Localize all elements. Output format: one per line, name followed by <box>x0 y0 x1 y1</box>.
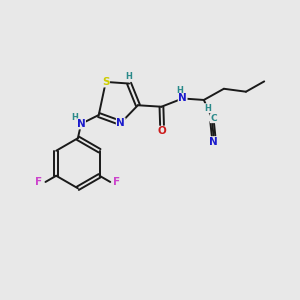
Text: S: S <box>102 77 110 87</box>
Text: N: N <box>116 118 125 128</box>
Text: H: H <box>176 86 183 95</box>
Text: F: F <box>113 177 120 187</box>
Text: H: H <box>126 72 133 81</box>
Text: N: N <box>77 119 85 129</box>
Text: O: O <box>158 127 167 136</box>
Text: C: C <box>210 114 217 123</box>
Text: H: H <box>204 104 211 113</box>
Text: N: N <box>209 137 218 147</box>
Text: N: N <box>178 94 187 103</box>
Text: H: H <box>72 113 79 122</box>
Text: F: F <box>35 177 43 187</box>
